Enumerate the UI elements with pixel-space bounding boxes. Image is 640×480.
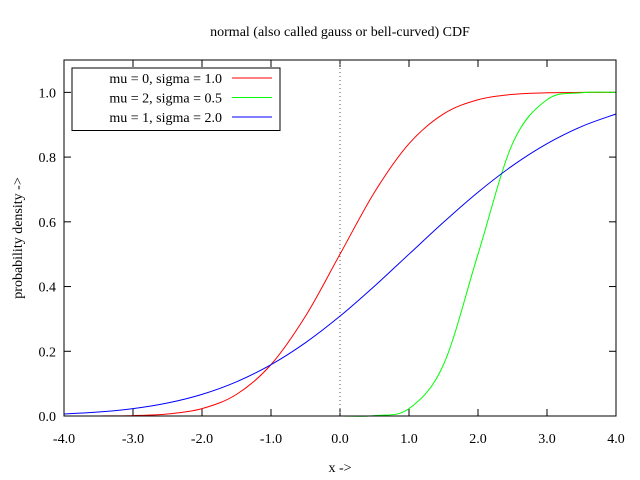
series-line-0 [63, 91, 617, 417]
legend: mu = 0, sigma = 1.0 mu = 2, sigma = 0.5 mu… [71, 67, 281, 131]
x-tick-label: 4.0 [607, 432, 625, 447]
chart-title: normal (also called gauss or bell-curved… [210, 25, 470, 40]
y-tick-label: 0.4 [39, 281, 57, 296]
x-axis-label: x -> [328, 461, 351, 476]
x-tick-label: -2.0 [191, 432, 213, 447]
x-tick-label: 2.0 [469, 432, 487, 447]
x-tick-label: -3.0 [122, 432, 144, 447]
y-tick-label: 0.8 [39, 151, 57, 166]
y-tick-label: 0.6 [39, 216, 57, 231]
x-tick-label: -1.0 [260, 432, 282, 447]
legend-label: mu = 2, sigma = 0.5 [109, 92, 222, 107]
legend-label: mu = 0, sigma = 1.0 [109, 72, 222, 87]
series-line-2 [63, 113, 617, 415]
y-tick-label: 0.0 [39, 410, 57, 425]
y-axis-label: probability density -> [11, 177, 26, 299]
x-tick-label: 3.0 [538, 432, 556, 447]
x-tick-label: -4.0 [53, 432, 75, 447]
y-tick-label: 1.0 [39, 86, 57, 101]
legend-label: mu = 1, sigma = 2.0 [109, 111, 222, 126]
x-tick-label: 0.0 [331, 432, 349, 447]
x-tick-label: 1.0 [400, 432, 418, 447]
y-tick-label: 0.2 [39, 345, 57, 360]
plot-frame [63, 59, 617, 417]
ticks: -4.0 -3.0 -2.0 -1.0 0.0 1.0 2.0 3.0 4.0 0.0 0.2 0.4… [39, 60, 625, 447]
